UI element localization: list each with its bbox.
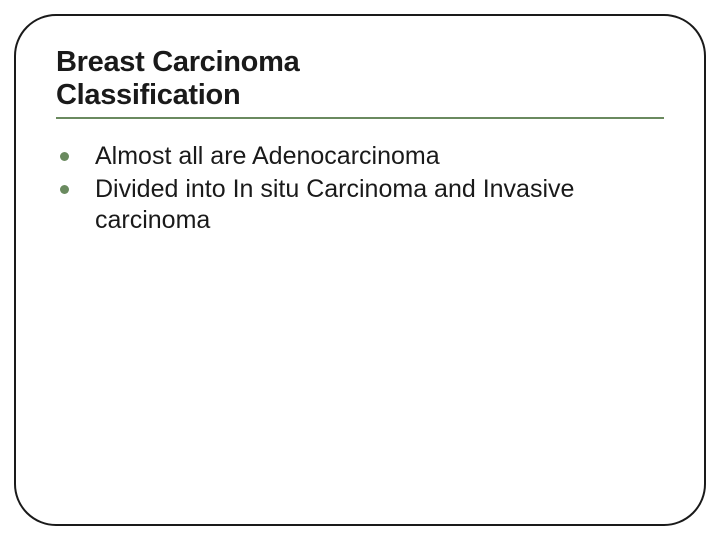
bullet-icon	[60, 152, 69, 161]
content-area: Almost all are Adenocarcinoma Divided in…	[56, 141, 664, 237]
title-line-1: Breast Carcinoma	[56, 46, 299, 78]
slide-title: Breast Carcinoma Classification	[56, 46, 664, 113]
title-underline	[56, 117, 664, 119]
title-line-2: Classification	[56, 79, 240, 111]
title-block: Breast Carcinoma Classification	[56, 46, 664, 119]
bullet-icon	[60, 185, 69, 194]
list-item: Divided into In situ Carcinoma and Invas…	[60, 174, 664, 237]
bullet-text: Divided into In situ Carcinoma and Invas…	[95, 174, 664, 237]
list-item: Almost all are Adenocarcinoma	[60, 141, 664, 172]
bullet-text: Almost all are Adenocarcinoma	[95, 141, 440, 172]
slide-frame: Breast Carcinoma Classification Almost a…	[14, 14, 706, 526]
